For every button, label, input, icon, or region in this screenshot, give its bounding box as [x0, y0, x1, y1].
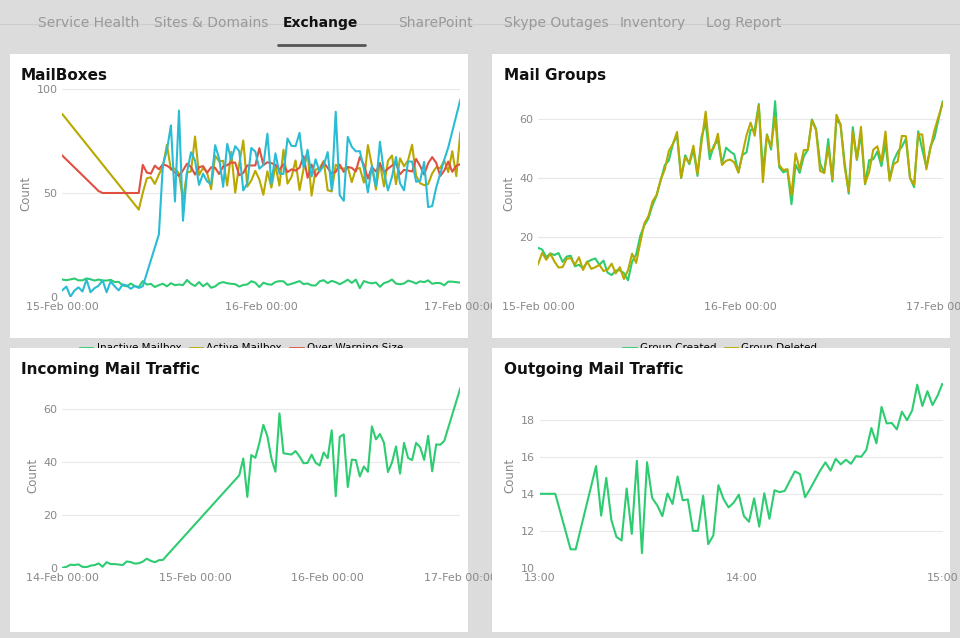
- Text: Outgoing Mail Traffic: Outgoing Mail Traffic: [503, 362, 683, 377]
- Text: Exchange: Exchange: [283, 16, 359, 30]
- Text: Inventory: Inventory: [619, 16, 685, 30]
- Y-axis label: Count: Count: [504, 457, 516, 493]
- Legend: Inactive Mailbox, Active Mailbox, Over Warning Size: Inactive Mailbox, Active Mailbox, Over W…: [76, 339, 407, 357]
- Y-axis label: Count: Count: [502, 175, 515, 211]
- Text: Log Report: Log Report: [706, 16, 781, 30]
- Text: Skype Outages: Skype Outages: [504, 16, 609, 30]
- Text: Mail Groups: Mail Groups: [503, 68, 606, 84]
- Text: Incoming Mail Traffic: Incoming Mail Traffic: [21, 362, 200, 377]
- Y-axis label: Count: Count: [19, 175, 33, 211]
- Text: Sites & Domains: Sites & Domains: [154, 16, 268, 30]
- Text: Service Health: Service Health: [38, 16, 139, 30]
- Legend: Group Created, Group Deleted: Group Created, Group Deleted: [619, 339, 822, 357]
- Text: MailBoxes: MailBoxes: [21, 68, 108, 84]
- Text: SharePoint: SharePoint: [398, 16, 473, 30]
- Y-axis label: Count: Count: [26, 457, 39, 493]
